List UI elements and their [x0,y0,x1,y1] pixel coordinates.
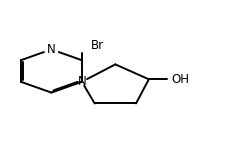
Text: N: N [77,75,86,88]
Text: N: N [47,43,55,56]
Text: Br: Br [91,39,104,52]
Text: OH: OH [171,73,189,86]
